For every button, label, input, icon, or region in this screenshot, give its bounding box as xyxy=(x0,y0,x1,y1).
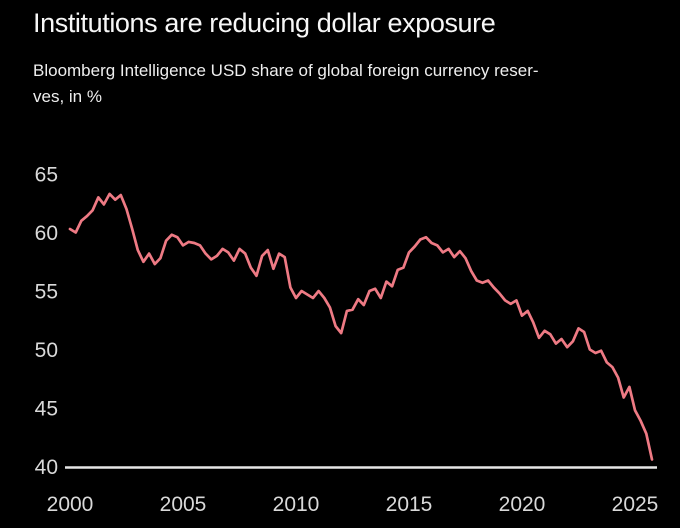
y-axis-tick-label: 45 xyxy=(35,398,58,421)
chart-subtitle-line1: Bloomberg Intelligence USD share of glob… xyxy=(33,61,539,80)
chart-title: Institutions are reducing dollar exposur… xyxy=(33,8,496,38)
y-axis-tick-label: 40 xyxy=(35,456,58,479)
y-axis-tick-label: 55 xyxy=(35,281,58,304)
x-axis-tick-label: 2005 xyxy=(160,493,207,516)
chart-subtitle-line2: ves, in % xyxy=(33,87,102,106)
y-axis-tick-label: 50 xyxy=(35,339,58,362)
x-axis-tick-label: 2000 xyxy=(47,493,94,516)
y-axis-tick-label: 65 xyxy=(35,164,58,187)
x-axis-tick-label: 2015 xyxy=(386,493,433,516)
x-axis-tick-label: 2010 xyxy=(273,493,320,516)
y-axis-tick-label: 60 xyxy=(35,222,58,245)
usd-reserve-share-line xyxy=(68,192,654,461)
x-axis-tick-label: 2025 xyxy=(612,493,659,516)
chart-subtitle: Bloomberg Intelligence USD share of glob… xyxy=(33,58,539,110)
x-axis-tick-label: 2020 xyxy=(499,493,546,516)
